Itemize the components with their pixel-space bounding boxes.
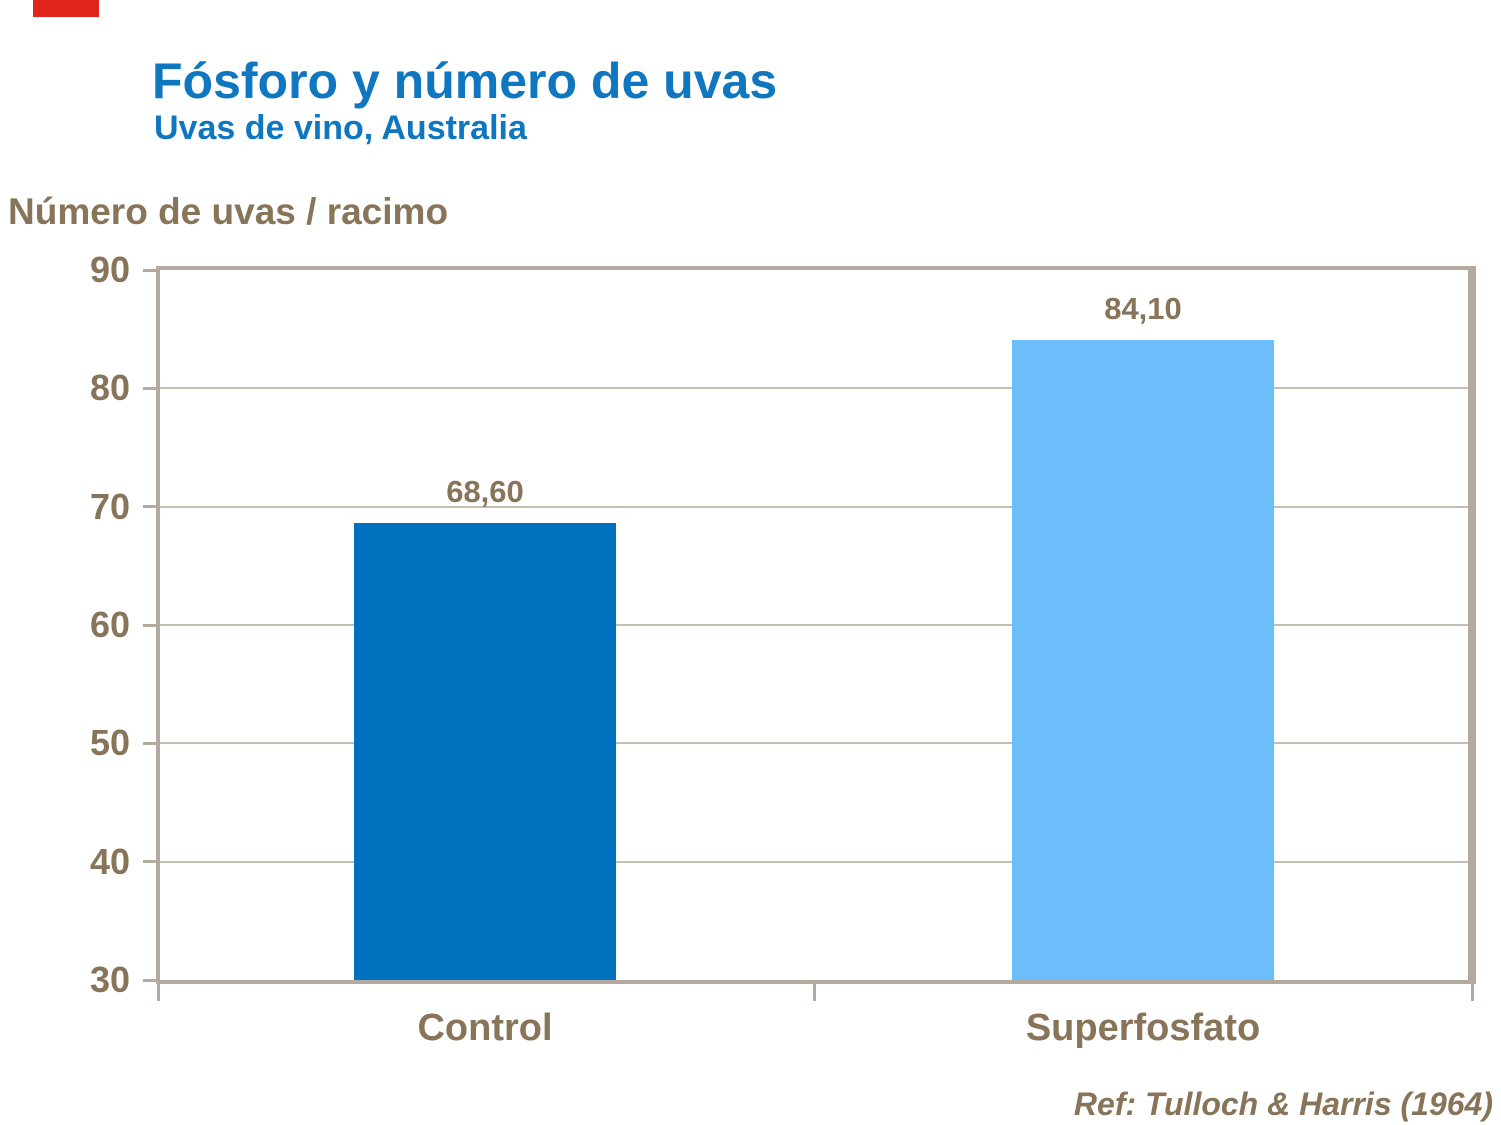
category-label-superfosfato: Superfosfato xyxy=(1025,1007,1261,1049)
y-tick-label: 50 xyxy=(89,722,130,764)
y-gridline xyxy=(160,742,1468,745)
reference-citation: Ref: Tulloch & Harris (1964) xyxy=(1073,1086,1493,1122)
y-tick-label: 40 xyxy=(89,840,130,882)
y-tick-mark xyxy=(143,505,156,509)
x-boundary-tick xyxy=(156,984,160,1001)
y-tick-mark xyxy=(143,623,156,627)
value-label-superfosfato: 84,10 xyxy=(1104,290,1182,326)
y-tick-label: 90 xyxy=(89,249,130,290)
y-tick-mark xyxy=(143,268,156,272)
red-marker xyxy=(33,0,99,17)
bar-superfosfato xyxy=(1012,339,1274,980)
plot-area-frame xyxy=(156,266,1476,984)
y-tick-mark xyxy=(143,741,156,745)
y-tick-label: 30 xyxy=(89,959,130,1000)
category-label-control: Control xyxy=(417,1007,553,1049)
y-tick-label: 60 xyxy=(89,604,130,645)
value-label-control: 68,60 xyxy=(446,474,524,510)
y-tick-mark xyxy=(143,386,156,390)
chart-subtitle: Uvas de vino, Australia xyxy=(154,109,527,147)
y-tick-mark xyxy=(143,978,156,982)
y-tick-mark xyxy=(143,860,156,864)
y-gridline xyxy=(160,624,1468,626)
bar-control xyxy=(354,523,616,980)
x-boundary-tick xyxy=(812,984,816,1001)
y-tick-label: 70 xyxy=(89,485,130,527)
x-boundary-tick xyxy=(1470,984,1474,1001)
chart-title: Fósforo y número de uvas xyxy=(152,53,778,109)
y-tick-label: 80 xyxy=(89,367,130,409)
y-axis-title: Número de uvas / racimo xyxy=(8,191,449,232)
y-gridline xyxy=(160,387,1468,390)
y-gridline xyxy=(160,505,1468,508)
y-gridline xyxy=(160,860,1468,863)
